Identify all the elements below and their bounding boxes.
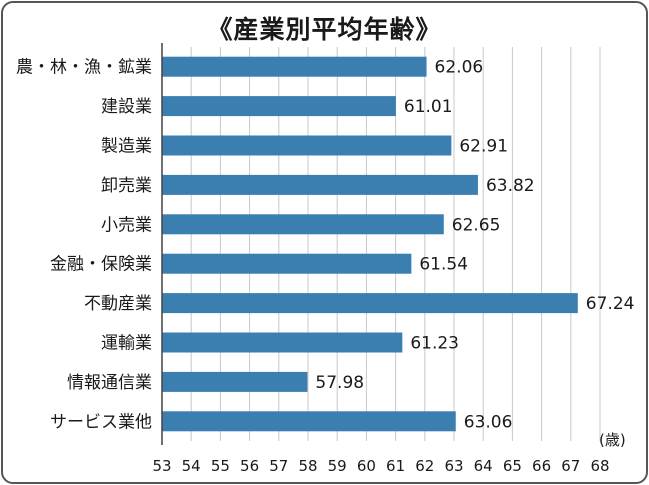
value-label-5: 61.54 — [419, 255, 468, 275]
value-label-4: 62.65 — [452, 215, 501, 235]
category-label-7: 運輸業 — [101, 334, 152, 354]
value-label-6: 67.24 — [586, 294, 635, 314]
x-tick-63: 63 — [444, 457, 463, 475]
bar-1 — [162, 96, 396, 117]
bars — [162, 56, 578, 432]
x-tick-66: 66 — [532, 457, 551, 475]
category-label-5: 金融・保険業 — [50, 255, 152, 275]
x-tick-labels: 53 54 55 56 57 58 59 60 61 62 63 64 65 66 67 68 — [152, 457, 609, 475]
category-label-1: 建設業 — [101, 97, 152, 117]
category-label-4: 小売業 — [101, 215, 152, 235]
category-label-0: 農・林・漁・鉱業 — [16, 58, 152, 78]
category-label-2: 製造業 — [101, 137, 152, 157]
value-labels: 62.06 61.01 62.91 63.82 62.65 61.54 67.24 61.23… — [315, 58, 634, 433]
bar-4 — [162, 214, 444, 235]
value-label-8: 57.98 — [315, 373, 364, 393]
value-label-3: 63.82 — [486, 176, 535, 196]
x-tick-60: 60 — [357, 457, 376, 475]
bar-2 — [162, 135, 452, 156]
bar-8 — [162, 371, 308, 392]
value-label-9: 63.06 — [464, 412, 513, 432]
category-label-9: サービス業他 — [50, 412, 152, 432]
x-tick-67: 67 — [561, 457, 580, 475]
value-label-1: 61.01 — [404, 97, 453, 117]
x-tick-54: 54 — [182, 457, 201, 475]
x-tick-59: 59 — [328, 457, 347, 475]
category-label-8: 情報通信業 — [67, 373, 152, 393]
x-tick-57: 57 — [269, 457, 288, 475]
value-label-2: 62.91 — [459, 137, 508, 157]
x-tick-58: 58 — [298, 457, 317, 475]
x-tick-68: 68 — [590, 457, 609, 475]
value-label-7: 61.23 — [410, 334, 459, 354]
x-tick-65: 65 — [503, 457, 522, 475]
value-label-0: 62.06 — [435, 58, 484, 78]
category-label-6: 不動産業 — [84, 294, 152, 314]
x-tick-56: 56 — [240, 457, 259, 475]
x-tick-53: 53 — [152, 457, 171, 475]
x-tick-61: 61 — [386, 457, 405, 475]
unit-label: (歳) — [599, 431, 626, 449]
x-tick-55: 55 — [211, 457, 230, 475]
bar-7 — [162, 332, 403, 353]
bar-3 — [162, 174, 478, 195]
bar-6 — [162, 293, 578, 314]
x-tick-62: 62 — [415, 457, 434, 475]
chart-title: 《産業別平均年齢》 — [207, 15, 442, 44]
category-labels: 農・林・漁・鉱業建設業製造業卸売業小売業金融・保険業不動産業運輸業情報通信業サー… — [16, 58, 152, 433]
x-tick-64: 64 — [474, 457, 493, 475]
bar-5 — [162, 253, 412, 274]
category-label-3: 卸売業 — [101, 176, 152, 196]
bar-0 — [162, 56, 427, 77]
bar-9 — [162, 411, 456, 432]
